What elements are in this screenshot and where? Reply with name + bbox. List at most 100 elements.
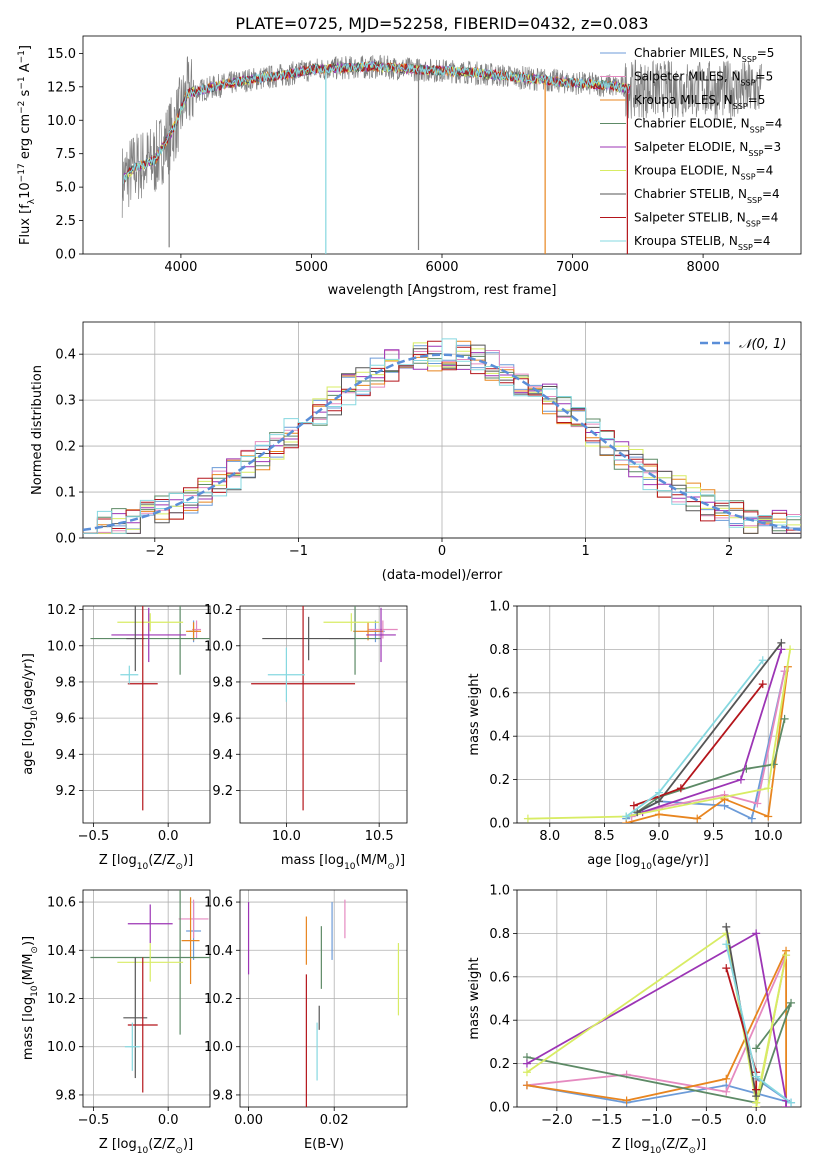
spectrum-plot [121, 54, 763, 254]
legend-label-part: Kroupa STELIB, N [634, 234, 738, 248]
weight-marker-kroupa_miles [764, 812, 773, 821]
y-tick-label: 0.4 [55, 348, 76, 363]
figure-title: PLATE=0725, MJD=52258, FIBERID=0432, z=0… [235, 14, 648, 33]
weight-marker-salpeter_stelib [629, 801, 638, 810]
y-tick-label: 0.2 [55, 440, 76, 455]
legend-label-part: Salpeter MILES, N [634, 70, 741, 84]
mass_vs_Z-ylabel-part: mass [log [21, 997, 36, 1060]
weight-marker-salpeter_elodie [736, 775, 745, 784]
y-tick-label: 0.8 [489, 643, 510, 658]
weight-marker-kroupa_elodie [752, 1103, 761, 1107]
y-tick-label: 7.5 [55, 147, 76, 162]
weight-marker-salpeter_elodie [522, 1059, 531, 1068]
weight-marker-kroupa_stelib [722, 940, 731, 949]
legend-label-part: Chabrier MILES, N [634, 46, 742, 60]
observed-spectrum [121, 54, 763, 218]
mass_vs_Z-xlabel-part: ⊙ [175, 1146, 183, 1156]
age_vs_Z-xlabel-part: 10 [137, 862, 149, 872]
x-tick-label: 1 [581, 544, 589, 559]
weight_vs_Z-xlabel: Z [log10(Z/Z⊙)] [612, 1137, 706, 1156]
legend-label-part: =5 [757, 46, 775, 60]
legend-label: Kroupa MILES, NSSP=5 [634, 93, 765, 111]
y-tick-label: 10.2 [47, 603, 76, 618]
weight-marker-chabrier_miles [747, 814, 756, 823]
x-tick-label: 10.5 [365, 829, 394, 844]
y-tick-label: 0.4 [489, 730, 510, 745]
legend-label: Salpeter STELIB, NSSP=4 [634, 211, 778, 229]
y-tick-label: 10.4 [47, 944, 76, 959]
weight-marker-kroupa_elodie [764, 784, 773, 793]
weight-marker-salpeter_stelib [758, 680, 767, 689]
weight-marker-kroupa_stelib [752, 1072, 761, 1081]
age_vs_Z-axes: −0.5 0.0 9.2 9.4 9.6 9.8 10.0 10.2 [47, 603, 211, 844]
x-tick-label: 0.02 [320, 1113, 349, 1128]
weight_vs_age-plot [523, 638, 795, 823]
mass_vs_ebv-xlabel: E(B-V) [304, 1137, 344, 1152]
x-tick-label: 0.0 [158, 829, 179, 844]
weight-line-salpeter_stelib [633, 683, 764, 807]
weight-marker-salpeter_miles [753, 799, 762, 808]
x-tick-label: 8.5 [594, 829, 615, 844]
y-tick-label: 10.2 [47, 992, 76, 1007]
x-tick-label: 6000 [425, 260, 458, 275]
mass_vs_Z-xlabel-part: (Z/Z [148, 1137, 175, 1152]
y-tick-label: 10.6 [204, 896, 233, 911]
y-tick-label: 10.6 [47, 896, 76, 911]
x-tick-label: −2.0 [541, 1113, 573, 1128]
weight-marker-kroupa_elodie [523, 814, 532, 823]
mass_vs_Z-ylabel-part: ⊙ [30, 946, 40, 954]
axes-frame [516, 889, 802, 1108]
y-tick-label: 9.4 [212, 748, 233, 763]
y-tick-label: 10.0 [47, 639, 76, 654]
legend-label: Kroupa ELODIE, NSSP=4 [634, 164, 773, 182]
legend-label-part: SSP [748, 149, 763, 158]
model-spectrum-kroupa_stelib [123, 61, 631, 184]
weight-marker-chabrier_stelib [655, 797, 663, 806]
axes-frame [239, 605, 408, 824]
weight-marker-kroupa_miles [655, 810, 663, 819]
mass_vs_Z-ylabel-part: (M/M [21, 954, 36, 986]
age_vs_Z-xlabel-part: )] [183, 853, 193, 868]
age_vs_mass-axes: 10.0 10.5 9.2 9.4 9.6 9.8 10.0 10.2 [204, 603, 408, 844]
spectrum-ylabel-part: Flux [f [18, 204, 33, 245]
y-tick-label: 1.0 [489, 600, 510, 615]
legend-label-part: =4 [762, 187, 780, 201]
y-tick-label: 0.0 [55, 532, 76, 547]
y-tick-label: 10.0 [47, 1040, 76, 1055]
weight-line-chabrier_miles [625, 670, 786, 821]
y-tick-label: 0.0 [489, 1101, 510, 1116]
x-tick-label: −2 [145, 544, 164, 559]
x-tick-label: 10.0 [754, 829, 783, 844]
normal-curve [83, 353, 801, 532]
y-tick-label: 10.2 [204, 603, 233, 618]
mass_vs_ebv-axes: 0.00 0.02 9.8 10.0 10.2 10.4 10.6 [204, 889, 408, 1128]
weight-line-kroupa_miles [625, 666, 789, 823]
weight_vs_age-xlabel: age [log10(age/yr)] [587, 853, 709, 872]
legend-label-part: SSP [741, 78, 756, 87]
age_vs_Z-ylabel-part: (age/yr)] [21, 653, 36, 710]
spectrum-ylabel-part: erg cm [18, 114, 33, 163]
age_vs_Z-xlabel: Z [log10(Z/Z⊙)] [99, 853, 193, 872]
x-tick-label: −1 [289, 544, 308, 559]
mass_vs_Z-xlabel-part: 10 [137, 1146, 149, 1156]
model-spectrum-salpeter_stelib [123, 61, 631, 185]
y-tick-label: 0.6 [489, 970, 510, 985]
spectrum-xlabel: wavelength [Angstrom, rest frame] [328, 283, 557, 298]
y-tick-label: 5.0 [55, 181, 76, 196]
x-tick-label: −0.5 [691, 1113, 723, 1128]
spectrum-ylabel-part: −2 [17, 101, 27, 114]
weight-marker-salpeter_stelib [676, 784, 685, 793]
age_vs_mass-xlabel-part: )] [395, 853, 405, 868]
spectrum-ylabel-part: −1 [17, 50, 27, 63]
x-tick-label: 9.0 [649, 829, 670, 844]
legend-label-part: SSP [750, 125, 765, 134]
y-tick-label: 9.2 [212, 784, 233, 799]
x-tick-label: 5000 [295, 260, 328, 275]
mass_vs_Z-ylabel: mass [log10(M/M⊙)] [21, 936, 40, 1060]
mass_vs_Z-ylabel-part: 10 [30, 985, 40, 997]
x-tick-label: −1.0 [641, 1113, 673, 1128]
legend-label-part: Kroupa MILES, N [634, 93, 733, 107]
legend-label-part: SSP [733, 102, 748, 111]
weight-marker-chabrier_elodie [769, 760, 778, 769]
